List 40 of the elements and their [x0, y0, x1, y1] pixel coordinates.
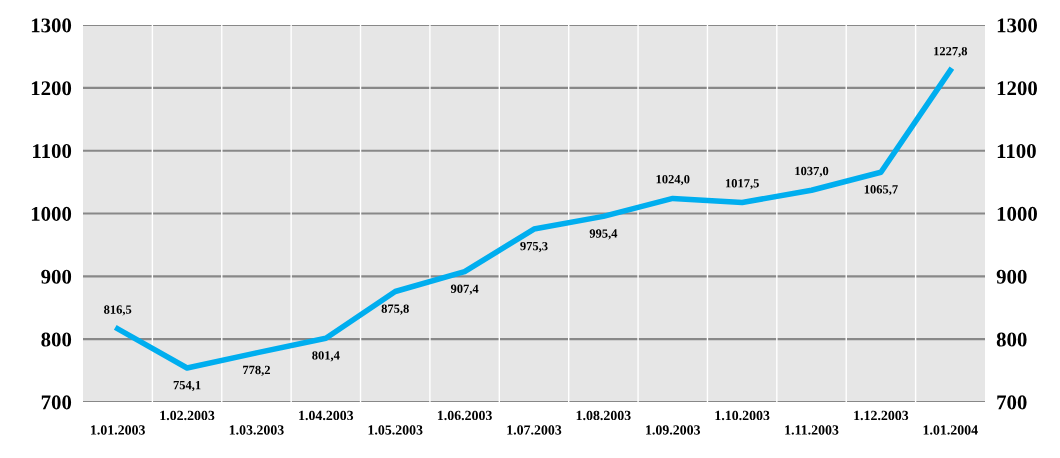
y-tick-label: 1200 — [31, 81, 72, 96]
x-tick-label: 1.02.2003 — [160, 410, 215, 421]
y2-tick-label: 1000 — [997, 206, 1037, 221]
y-tick-label: 1300 — [31, 18, 72, 33]
x-tick-label: 1.12.2003 — [854, 410, 909, 421]
x-tick-label: 1.04.2003 — [299, 410, 354, 421]
x-tick-label: 1.08.2003 — [576, 410, 631, 421]
y2-tick-label: 1300 — [997, 18, 1037, 33]
y2-tick-label: 700 — [997, 395, 1027, 410]
data-label: 1017,5 — [725, 179, 759, 190]
y-tick-label: 900 — [41, 269, 72, 284]
y2-tick-label: 900 — [996, 269, 1027, 284]
data-label: 875,8 — [381, 304, 409, 315]
data-label: 1037,0 — [795, 166, 829, 178]
data-label: 995,4 — [589, 229, 618, 240]
x-tick-label: 1.03.2003 — [229, 425, 284, 435]
y-tick-label: 1100 — [33, 144, 72, 159]
data-label: 778,2 — [243, 365, 270, 376]
data-label: 1024,0 — [656, 174, 690, 186]
x-tick-label: 1.07.2003 — [507, 425, 562, 435]
data-label: 1065,7 — [864, 185, 898, 196]
y-tick-label: 700 — [41, 395, 72, 410]
y-tick-label: 1000 — [31, 206, 72, 221]
y-tick-label: 800 — [41, 332, 72, 347]
y2-tick-label: 800 — [996, 332, 1027, 347]
data-label: 907,4 — [450, 284, 479, 295]
data-label: 754,1 — [173, 380, 201, 392]
y2-tick-label: 1200 — [997, 81, 1037, 96]
x-tick-label: 1.06.2003 — [437, 410, 492, 421]
data-label: 801,4 — [312, 351, 340, 362]
data-label: 975,3 — [520, 241, 548, 253]
x-tick-label: 1.09.2003 — [646, 425, 701, 435]
x-tick-label: 1.10.2003 — [715, 410, 770, 421]
x-tick-label: 1.01.2004 — [923, 425, 978, 435]
y2-tick-label: 1100 — [997, 144, 1036, 159]
data-label: 816,5 — [104, 305, 132, 316]
x-tick-label: 1.05.2003 — [368, 425, 423, 435]
x-tick-label: 1.11.2003 — [785, 425, 839, 435]
x-tick-label: 1.01.2003 — [91, 425, 145, 435]
data-label: 1227,8 — [934, 46, 968, 58]
